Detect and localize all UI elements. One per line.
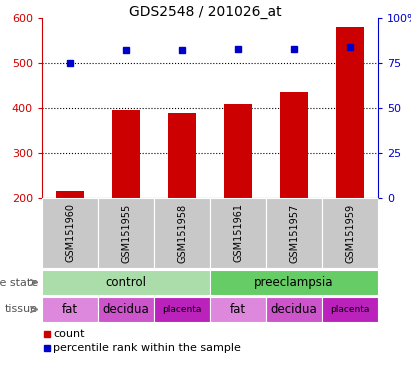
- Bar: [42, 297, 98, 322]
- Text: percentile rank within the sample: percentile rank within the sample: [53, 343, 241, 353]
- Text: GSM151957: GSM151957: [289, 204, 299, 263]
- Bar: [266, 198, 322, 268]
- Bar: [336, 27, 364, 198]
- Text: control: control: [106, 276, 146, 289]
- Text: GSM151960: GSM151960: [65, 204, 75, 263]
- Text: disease state: disease state: [0, 278, 38, 288]
- Bar: [56, 191, 84, 198]
- Bar: [98, 297, 154, 322]
- Text: fat: fat: [230, 303, 246, 316]
- Text: GDS2548 / 201026_at: GDS2548 / 201026_at: [129, 5, 282, 19]
- Text: fat: fat: [62, 303, 78, 316]
- Text: GSM151955: GSM151955: [121, 204, 131, 263]
- Text: tissue: tissue: [5, 305, 38, 314]
- Bar: [224, 104, 252, 198]
- Bar: [154, 297, 210, 322]
- Bar: [210, 198, 266, 268]
- Bar: [168, 113, 196, 198]
- Bar: [42, 270, 210, 295]
- Bar: [210, 297, 266, 322]
- Bar: [112, 110, 140, 198]
- Text: GSM151959: GSM151959: [345, 204, 355, 263]
- Bar: [280, 92, 308, 198]
- Text: decidua: decidua: [270, 303, 317, 316]
- Bar: [266, 297, 322, 322]
- Bar: [154, 198, 210, 268]
- Text: count: count: [53, 329, 85, 339]
- Bar: [210, 270, 378, 295]
- Text: GSM151961: GSM151961: [233, 204, 243, 263]
- Text: decidua: decidua: [103, 303, 149, 316]
- Bar: [322, 297, 378, 322]
- Bar: [322, 198, 378, 268]
- Text: placenta: placenta: [330, 305, 369, 314]
- Bar: [98, 198, 154, 268]
- Text: preeclampsia: preeclampsia: [254, 276, 334, 289]
- Text: placenta: placenta: [162, 305, 202, 314]
- Bar: [42, 198, 98, 268]
- Text: GSM151958: GSM151958: [177, 204, 187, 263]
